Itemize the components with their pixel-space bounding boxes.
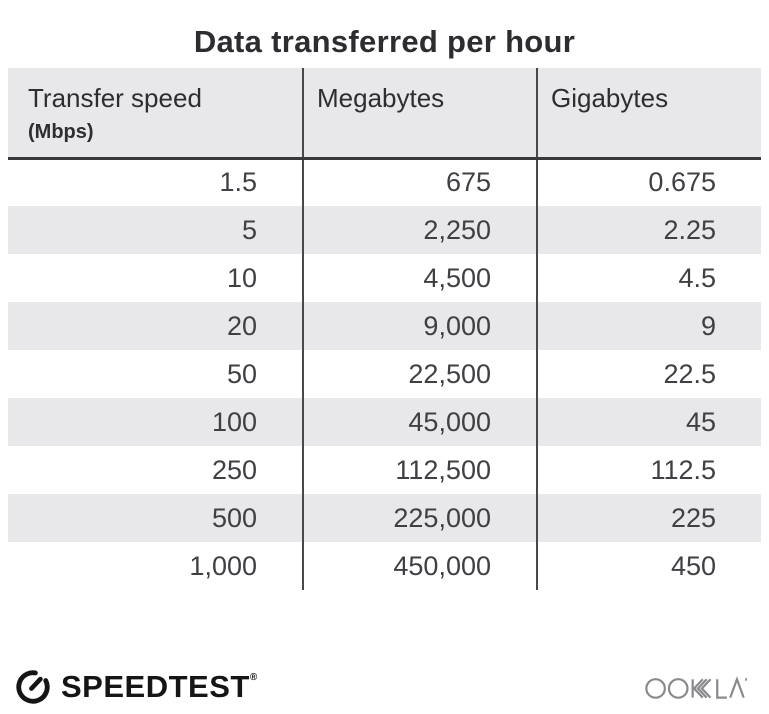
- table-row: 5 2,250 2.25: [8, 206, 761, 254]
- table-cell: 250: [211, 454, 257, 485]
- table-cell: 1.5: [219, 167, 257, 198]
- speedtest-gauge-icon: [16, 670, 50, 704]
- table-cell: 2,250: [302, 206, 537, 254]
- table-cell: 4,500: [302, 254, 537, 302]
- table-cell: 450: [536, 542, 761, 590]
- table-cell: 675: [302, 158, 537, 206]
- header-transfer-speed-label: Transfer speed: [28, 83, 202, 113]
- header-transfer-speed: Transfer speed (Mbps): [8, 68, 303, 160]
- ookla-logo: [645, 676, 748, 699]
- table-cell: 500: [8, 494, 303, 542]
- table-cell: 45: [536, 398, 761, 446]
- table-cell: 45,000: [302, 398, 537, 446]
- table-header: Transfer speed (Mbps) Megabytes Gigabyte…: [8, 68, 761, 160]
- table-body: 1.5 675 0.675 5 2,250 2.25 10 4,500 4.5 20 9,000 9 5…: [8, 158, 761, 590]
- data-table: Transfer speed (Mbps) Megabytes Gigabyte…: [8, 68, 761, 590]
- speedtest-registered-mark: ®: [249, 672, 258, 683]
- table-row: 10 4,500 4.5: [8, 254, 761, 302]
- table-cell: 225: [536, 494, 761, 542]
- table-cell: 450,000: [302, 542, 537, 590]
- footer: SPEEDTEST®: [14, 668, 749, 706]
- table-row: 500 225,000 225: [8, 494, 761, 542]
- table-cell: 22,500: [302, 350, 537, 398]
- table-row: 1,000 450,000 450: [8, 542, 761, 590]
- table-cell: 4.5: [536, 254, 761, 302]
- table-cell: 2.25: [536, 206, 761, 254]
- table-cell: 112,500: [302, 446, 537, 494]
- table-header-row: Transfer speed (Mbps) Megabytes Gigabyte…: [8, 68, 761, 160]
- header-transfer-speed-unit: (Mbps): [28, 121, 94, 143]
- speedtest-logo: SPEEDTEST®: [14, 668, 258, 706]
- table-cell: 50: [226, 358, 257, 389]
- table-cell: 20: [8, 302, 303, 350]
- table-row: 250 112,500 112.5: [8, 446, 761, 494]
- table-cell: 112.5: [536, 446, 761, 494]
- table-row: 1.5 675 0.675: [8, 158, 761, 206]
- table-cell: 225,000: [302, 494, 537, 542]
- page-title: Data transferred per hour: [193, 24, 576, 59]
- header-megabytes: Megabytes: [302, 68, 537, 160]
- table-cell: 0.675: [536, 158, 761, 206]
- table-cell: 22.5: [536, 350, 761, 398]
- speedtest-wordmark: SPEEDTEST®: [61, 668, 258, 706]
- table-cell: 9,000: [302, 302, 537, 350]
- table-cell: 5: [8, 206, 303, 254]
- header-gigabytes: Gigabytes: [536, 68, 761, 160]
- table-cell: 9: [536, 302, 761, 350]
- table-row: 20 9,000 9: [8, 302, 761, 350]
- table-row: 100 45,000 45: [8, 398, 761, 446]
- table-cell: 10: [226, 262, 257, 293]
- table-cell: 100: [8, 398, 303, 446]
- speedtest-label: SPEEDTEST: [61, 669, 250, 704]
- table-cell: 1,000: [189, 550, 257, 581]
- table-row: 50 22,500 22.5: [8, 350, 761, 398]
